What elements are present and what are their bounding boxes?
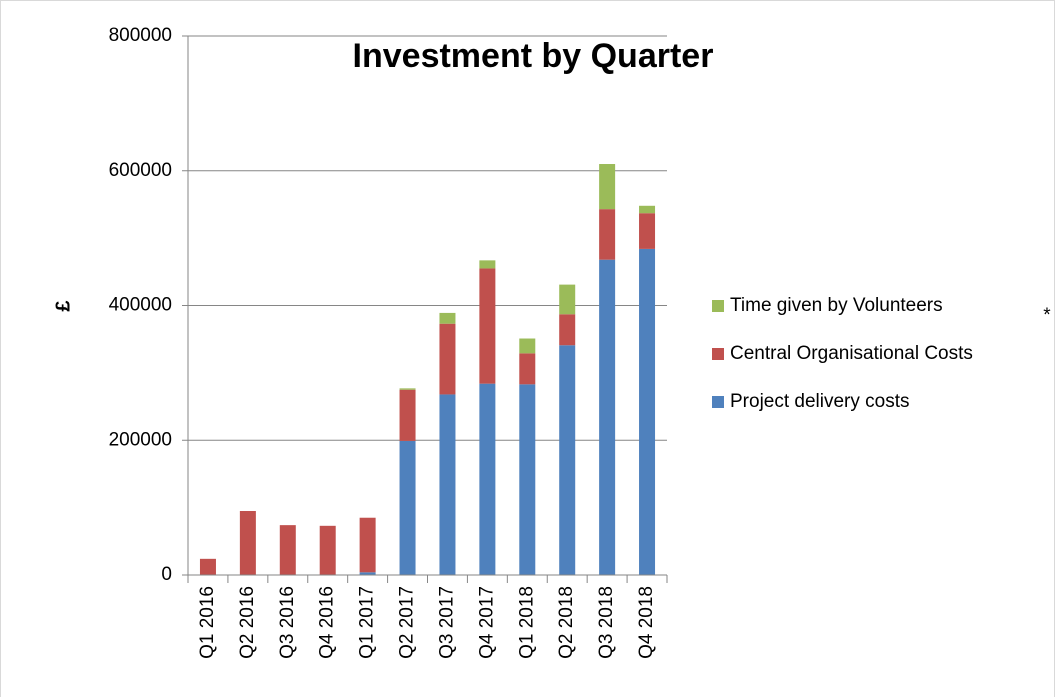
y-tick-label: 600000 [109, 160, 172, 181]
x-tick-label: Q1 2017 [357, 586, 378, 659]
bar-segment [239, 510, 256, 575]
bar-segment [479, 383, 496, 575]
y-axis-label: £ [52, 300, 74, 311]
x-tick-label: Q4 2018 [636, 586, 657, 659]
y-tick-label: 800000 [109, 25, 172, 46]
bar-segment [639, 248, 656, 575]
legend-label: Project delivery costs [730, 391, 910, 412]
bar-segment [319, 525, 336, 575]
bar-segment [439, 312, 456, 324]
bar-segment [399, 389, 416, 441]
bar-segment [479, 268, 496, 384]
legend-swatch [712, 348, 724, 360]
bar-segment [599, 209, 616, 260]
bar-segment [439, 394, 456, 575]
chart-title: Investment by Quarter [353, 37, 714, 75]
y-tick-label: 0 [161, 564, 172, 585]
x-tick-label: Q1 2016 [197, 586, 218, 659]
legend-swatch [712, 300, 724, 312]
bar-segment [359, 517, 376, 573]
bar-segment [439, 323, 456, 395]
bar-segment [559, 284, 576, 315]
bar-segment [399, 440, 416, 575]
x-tick-label: Q1 2018 [516, 586, 537, 659]
y-tick-label: 200000 [109, 429, 172, 450]
legend-swatch [712, 396, 724, 408]
x-tick-label: Q2 2017 [397, 586, 418, 659]
bar-segment [399, 388, 416, 390]
bar-segment [639, 205, 656, 214]
annotation: * [1043, 305, 1051, 326]
x-tick-label: Q3 2017 [436, 586, 457, 659]
bar-segment [599, 164, 616, 210]
x-tick-label: Q4 2016 [317, 586, 338, 659]
bar-segment [519, 353, 536, 385]
legend-label: Time given by Volunteers [730, 295, 943, 316]
legend-label: Central Organisational Costs [730, 343, 973, 364]
x-tick-label: Q3 2016 [277, 586, 298, 659]
bar-segment [599, 259, 616, 575]
bar-segment [279, 525, 296, 575]
x-tick-label: Q2 2016 [237, 586, 258, 659]
bar-segment [519, 338, 536, 354]
bar-segment [479, 260, 496, 269]
x-tick-label: Q3 2018 [596, 586, 617, 659]
bar-segment [199, 558, 216, 575]
x-tick-label: Q2 2018 [556, 586, 577, 659]
x-tick-label: Q4 2017 [476, 586, 497, 659]
bar-segment [519, 384, 536, 575]
bar-segment [559, 345, 576, 575]
bar-segment [639, 213, 656, 249]
bar-segment [359, 572, 376, 575]
y-tick-label: 400000 [109, 295, 172, 316]
bar-segment [559, 314, 576, 346]
